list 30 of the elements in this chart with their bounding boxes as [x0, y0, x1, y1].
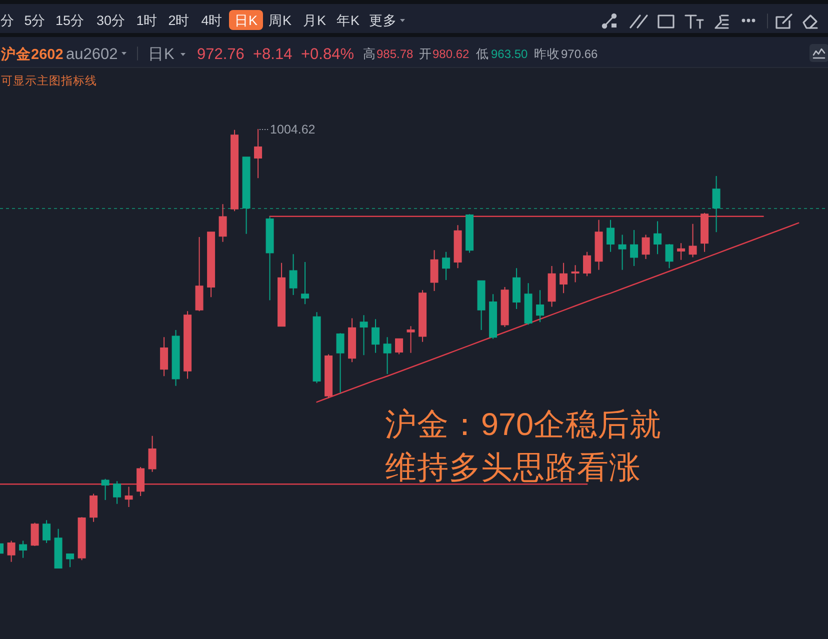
text: au2602 [66, 46, 118, 63]
text: 30分 [96, 13, 126, 28]
annotation: 维持多头思路看涨 [385, 449, 641, 485]
text: 更多 [369, 13, 397, 28]
text: 980.62 [432, 47, 470, 61]
text: 970.66 [561, 47, 598, 61]
text: 4时 [201, 13, 223, 28]
text: +0.84% [301, 46, 354, 63]
text: 日K [234, 13, 258, 28]
text: 月K [302, 13, 326, 28]
text: 985.78 [376, 47, 414, 61]
text: 周K [268, 13, 292, 28]
text: 分 [0, 13, 14, 28]
text: 972.76 [197, 46, 244, 63]
text: 开 [419, 47, 432, 61]
text: 年K [336, 13, 360, 28]
text: 2时 [168, 13, 190, 28]
annotation: 沪金：970企稳后就 [385, 406, 662, 442]
text: 可显示主图指标线 [1, 74, 97, 88]
text: 昨收 [534, 47, 560, 61]
text: 15分 [55, 13, 85, 28]
text: 963.50 [491, 47, 528, 61]
chart-title: 沪金2602 [0, 45, 64, 63]
text: 1时 [136, 13, 158, 28]
text: 低 [476, 47, 489, 61]
annotation: 1004.62 [270, 122, 316, 136]
text: 日K [148, 46, 175, 63]
text: 5分 [24, 13, 46, 28]
text: +8.14 [253, 46, 293, 63]
text: 高 [363, 46, 376, 61]
